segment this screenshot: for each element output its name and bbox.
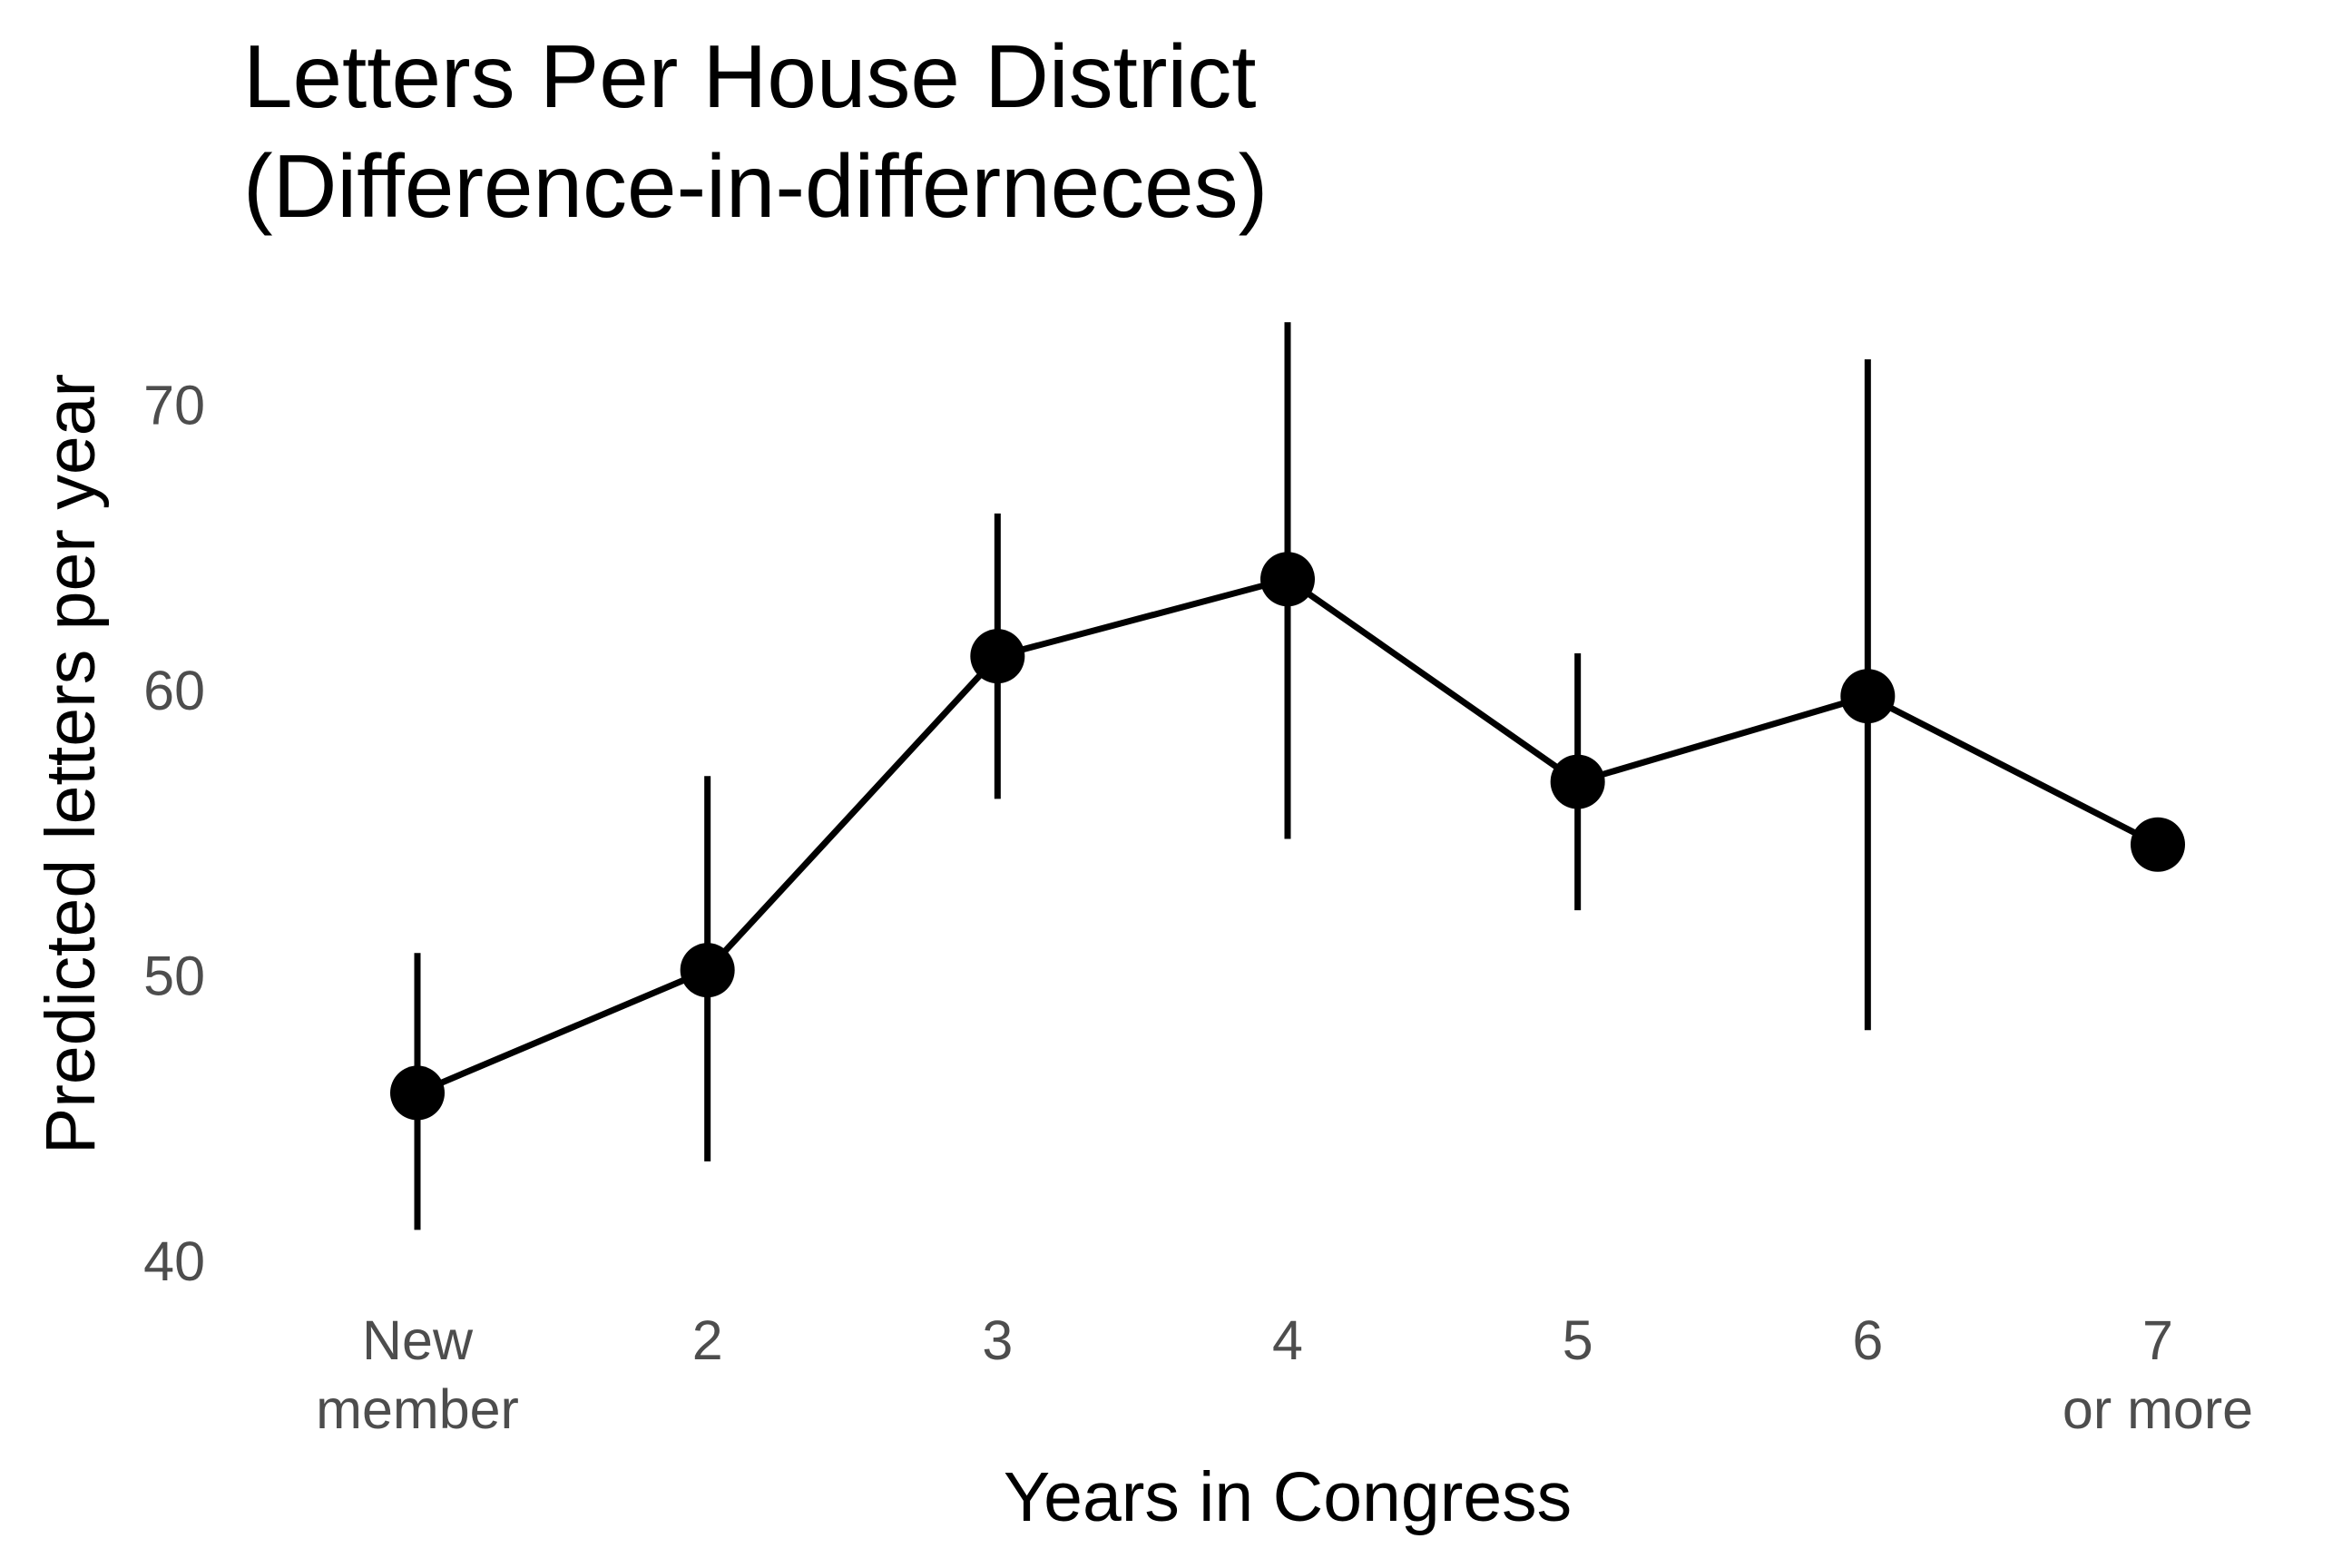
y-tick-label: 40 [143,1230,205,1292]
y-tick-label: 50 [143,945,205,1006]
x-tick-label-line: 6 [1852,1309,1883,1371]
x-tick-label: 3 [982,1309,1013,1371]
data-point [2131,817,2185,872]
data-point [970,629,1025,684]
x-tick-labels: New member 2 3 4 5 6 7 or more [316,1309,2253,1440]
y-tick-labels: 40 50 60 70 [143,374,205,1292]
x-tick-label-line: New [362,1309,474,1371]
x-tick-label: New member [316,1309,519,1440]
x-tick-label: 2 [692,1309,723,1371]
x-tick-label-line: 3 [982,1309,1013,1371]
chart-title-line-1: Letters Per House District [243,26,1256,126]
x-tick-label-line: 5 [1563,1309,1593,1371]
x-axis-title: Years in Congress [1004,1458,1572,1536]
y-axis-title-group: Predicted letters per year [32,374,110,1154]
x-tick-label: 7 or more [2063,1309,2253,1440]
chart-title-line-2: (Difference-in-differneces) [243,136,1268,236]
y-axis-title: Predicted letters per year [32,374,110,1154]
x-tick-label-line: 7 [2142,1309,2173,1371]
chart-title: Letters Per House District(Difference-in… [243,26,1268,236]
error-bars [414,322,1871,1230]
x-tick-label-line: 2 [692,1309,723,1371]
x-tick-label: 5 [1563,1309,1593,1371]
data-point [1550,754,1605,809]
x-axis-title-group: Years in Congress [1004,1458,1572,1536]
data-point [1840,669,1896,724]
y-tick-label: 60 [143,660,205,721]
data-point [1260,552,1315,607]
data-point [390,1065,445,1121]
x-tick-label-line: 4 [1272,1309,1303,1371]
data-point [680,943,735,998]
x-tick-label: 6 [1852,1309,1883,1371]
y-tick-label: 70 [143,374,205,436]
x-tick-label-line: or more [2063,1378,2253,1440]
data-points [390,552,2185,1121]
x-tick-label-line: member [316,1378,519,1440]
x-tick-label: 4 [1272,1309,1303,1371]
